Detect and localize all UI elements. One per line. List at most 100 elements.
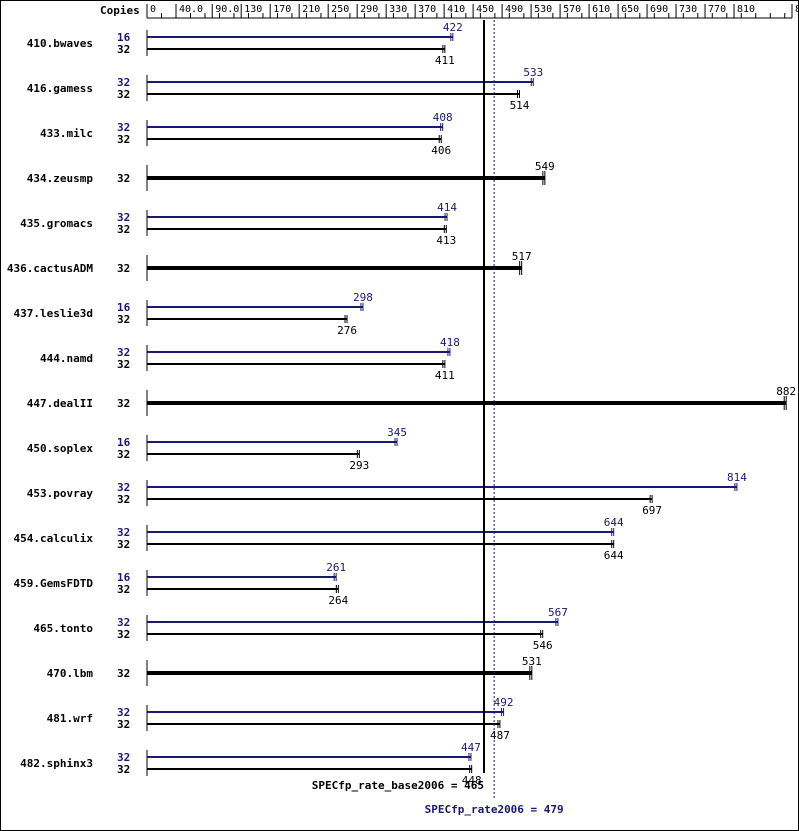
base-value-label: 406 [431,144,451,157]
benchmark-row: 470.lbm 32 531 [47,655,542,686]
base-value-label: 448 [462,774,482,787]
x-tick-label: 40.0 [179,4,203,15]
x-tick-label: 770 [708,4,726,15]
x-tick-label: 690 [650,4,668,15]
base-value-label: 293 [349,459,369,472]
base-copies: 32 [117,133,130,146]
benchmark-row: 410.bwaves 16 422 32 411 [27,21,463,67]
benchmark-row: 434.zeusmp 32 549 [27,160,555,191]
base-value-label: 411 [435,369,455,382]
peak-copies: 16 [117,436,131,449]
benchmark-name: 435.gromacs [20,217,93,230]
x-tick-label: 130 [244,4,262,15]
peak-value-label: 261 [326,561,346,574]
benchmark-row: 435.gromacs 32 414 32 413 [20,201,457,247]
benchmark-name: 416.gamess [27,82,93,95]
benchmark-name: 447.dealII [27,397,93,410]
peak-value-label: 345 [387,426,407,439]
peak-value-label: 492 [494,696,514,709]
base-copies: 32 [117,262,130,275]
benchmark-row: 433.milc 32 408 32 406 [40,111,453,157]
benchmark-row: 481.wrf 32 492 32 487 [47,696,514,742]
peak-copies: 32 [117,76,130,89]
benchmark-row: 459.GemsFDTD 16 261 32 264 [14,561,349,607]
x-tick-label: 810 [737,4,755,15]
x-tick-label: 410 [447,4,465,15]
x-tick-label: 490 [505,4,523,15]
peak-value-label: 814 [727,471,747,484]
benchmark-row: 444.namd 32 418 32 411 [40,336,460,382]
benchmark-rows: 410.bwaves 16 422 32 411 416.gamess 32 533 32 514… [7,21,796,787]
benchmark-name: 450.soplex [27,442,94,455]
peak-value-label: 567 [548,606,568,619]
base-copies: 32 [117,43,130,56]
x-tick-label: 370 [418,4,436,15]
peak-copies: 32 [117,211,130,224]
benchmark-row: 482.sphinx3 32 447 32 448 [20,741,481,787]
base-value-label: 411 [435,54,455,67]
peak-value-label: 644 [604,516,624,529]
benchmark-name: 410.bwaves [27,37,93,50]
benchmark-name: 481.wrf [47,712,93,725]
x-axis: 0 40.0 90.0 130 170 210 250 290 330 370 410 450 490 5… [146,4,799,19]
benchmark-row: 453.povray 32 814 32 697 [27,471,747,517]
x-tick-label: 570 [563,4,581,15]
benchmark-row: 416.gamess 32 533 32 514 [27,66,543,112]
peak-value-label: 414 [437,201,457,214]
base-copies: 32 [117,718,130,731]
x-tick-label: 330 [389,4,407,15]
base-value-label: 697 [642,504,662,517]
peak-copies: 32 [117,346,130,359]
x-tick-label: 730 [679,4,697,15]
base-copies: 32 [117,313,130,326]
x-tick-label: 210 [302,4,320,15]
x-tick-label: 650 [621,4,639,15]
peak-value-label: 298 [353,291,373,304]
peak-value-label: 533 [523,66,543,79]
base-value-label: 549 [535,160,555,173]
peak-copies: 16 [117,301,131,314]
base-value-label: 413 [436,234,456,247]
peak-reference-label: SPECfp_rate2006 = 479 [425,803,564,816]
benchmark-name: 465.tonto [33,622,93,635]
base-value-label: 487 [490,729,510,742]
base-value-label: 514 [510,99,530,112]
benchmark-name: 444.namd [40,352,93,365]
base-copies: 32 [117,358,130,371]
benchmark-name: 437.leslie3d [14,307,93,320]
benchmark-name: 454.calculix [14,532,94,545]
base-value-label: 531 [522,655,542,668]
benchmark-row: 437.leslie3d 16 298 32 276 [14,291,373,337]
peak-copies: 32 [117,526,130,539]
base-copies: 32 [117,667,130,680]
benchmark-row: 447.dealII 32 882 [27,385,796,416]
x-tick-label: 530 [534,4,552,15]
peak-value-label: 418 [440,336,460,349]
x-tick-label: 890 [795,4,799,15]
benchmark-name: 436.cactusADM [7,262,93,275]
peak-value-label: 408 [433,111,453,124]
base-value-label: 644 [604,549,624,562]
benchmark-name: 459.GemsFDTD [14,577,94,590]
base-copies: 32 [117,538,130,551]
base-value-label: 546 [533,639,553,652]
benchmark-row: 450.soplex 16 345 32 293 [27,426,407,472]
peak-copies: 32 [117,751,130,764]
reference-lines: SPECfp_rate_base2006 = 465 SPECfp_rate200… [312,20,564,816]
base-copies: 32 [117,628,130,641]
base-copies: 32 [117,763,130,776]
peak-copies: 16 [117,571,131,584]
peak-value-label: 422 [443,21,463,34]
x-tick-label: 250 [331,4,349,15]
peak-copies: 32 [117,121,130,134]
copies-header: Copies [100,4,140,17]
peak-value-label: 447 [461,741,481,754]
benchmark-name: 453.povray [27,487,94,500]
base-copies: 32 [117,493,130,506]
x-tick-label: 450 [476,4,494,15]
x-tick-label: 170 [273,4,291,15]
benchmark-name: 470.lbm [47,667,94,680]
benchmark-name: 482.sphinx3 [20,757,93,770]
base-copies: 32 [117,583,130,596]
